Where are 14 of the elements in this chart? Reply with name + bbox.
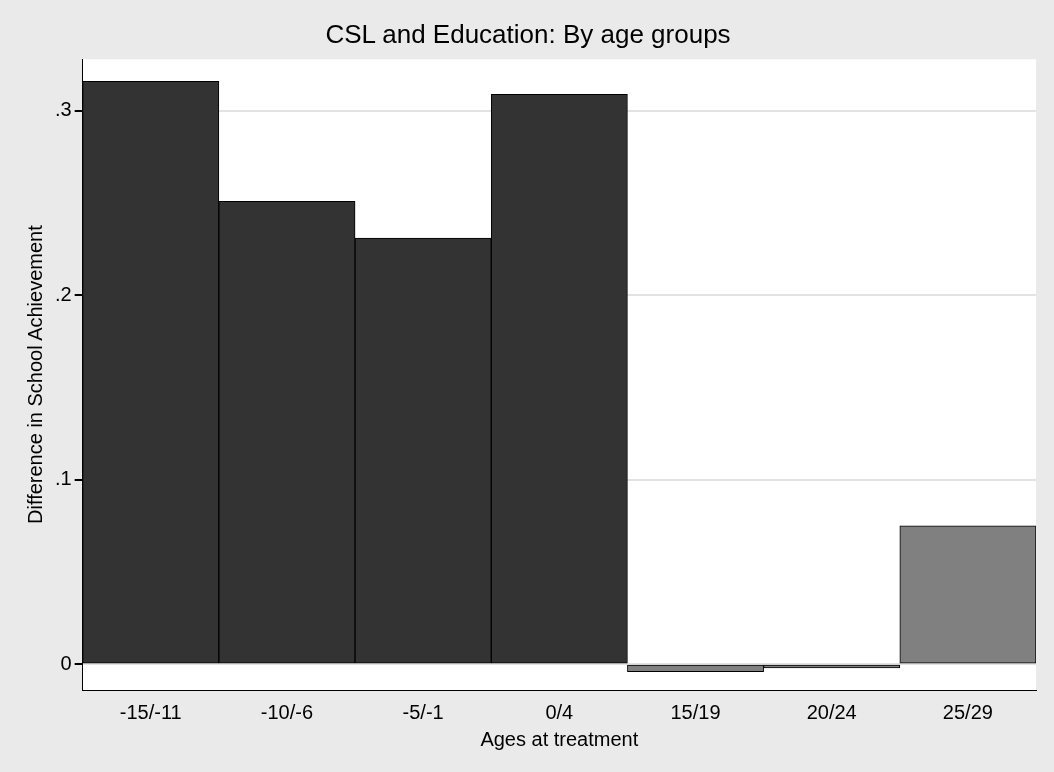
- y-tick-label: .2: [54, 282, 72, 305]
- x-tick-label: -10/-6: [260, 700, 314, 723]
- chart-title: CSL and Education: By age groups: [325, 18, 731, 49]
- x-tick-label: -5/-1: [402, 700, 444, 723]
- x-tick-label: 0/4: [545, 700, 574, 723]
- y-axis-title: Difference in School Achievement: [23, 224, 46, 524]
- y-tick-label: .3: [54, 98, 72, 121]
- x-tick-label: 20/24: [806, 700, 857, 723]
- y-tick-label: .1: [54, 467, 72, 490]
- x-axis-title: Ages at treatment: [480, 727, 639, 750]
- y-tick-label: 0: [60, 651, 72, 674]
- x-tick-label: 25/29: [942, 700, 993, 723]
- x-tick-label: -15/-11: [119, 700, 182, 723]
- x-tick-label: 15/19: [670, 700, 721, 723]
